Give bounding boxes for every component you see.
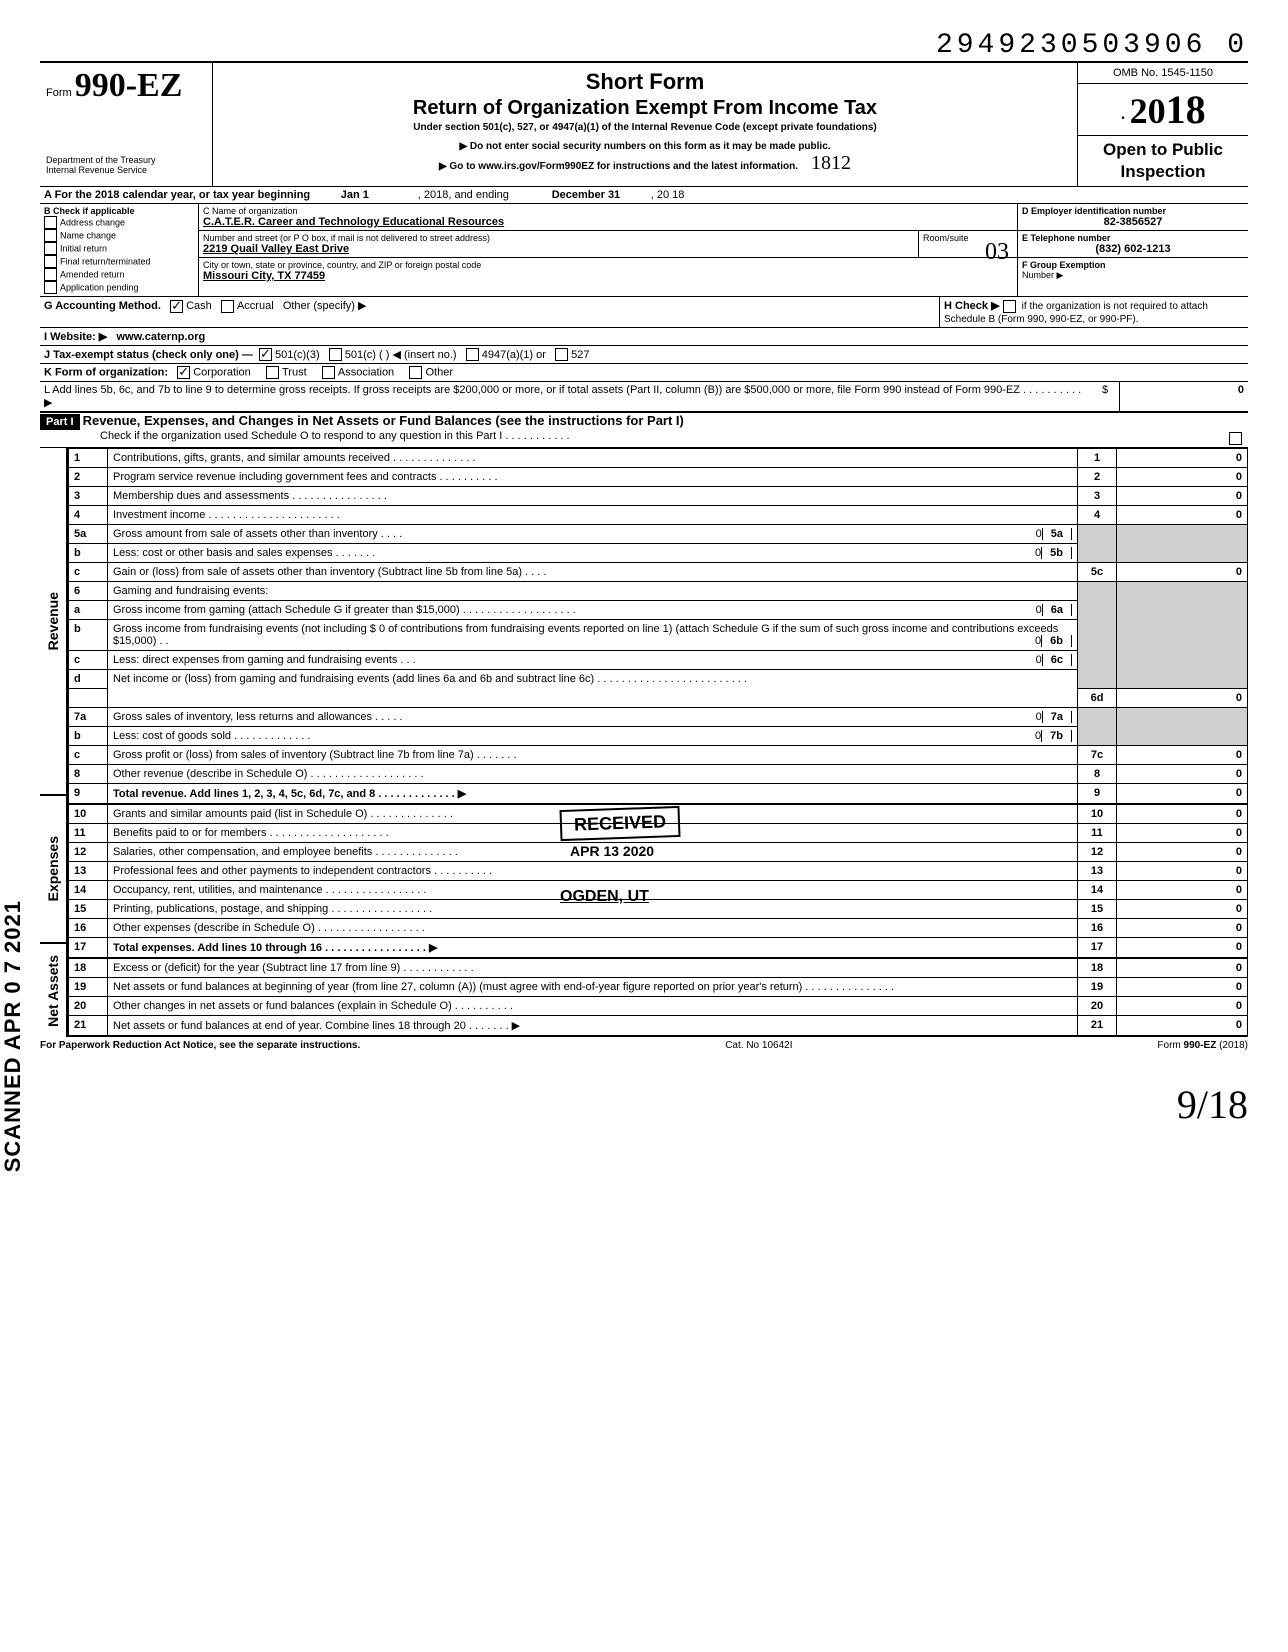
g-label: G Accounting Method. [44,300,161,312]
k-label: K Form of organization: [44,367,168,379]
j-d: 527 [571,349,589,361]
addr-label: Number and street (or P O box, if mail i… [203,233,914,243]
l-val: 0 [1238,384,1244,396]
check-corp[interactable] [177,366,190,379]
phone: (832) 602-1213 [1095,243,1170,255]
g-accrual: Accrual [237,300,274,312]
footer-mid: Cat. No 10642I [725,1040,792,1051]
form-number: 990-EZ [75,67,183,104]
line-a-end: December 31 [552,189,621,201]
e-label: E Telephone number [1022,233,1110,243]
k-d: Other [425,367,453,379]
line-a-begin: Jan 1 [341,189,369,201]
f-num: Number ▶ [1022,270,1244,281]
j-label: J Tax-exempt status (check only one) — [44,349,253,361]
check-501c[interactable] [329,348,342,361]
scanned-side-stamp: SCANNED APR 0 7 2021 [0,900,26,1172]
check-pending[interactable] [44,281,57,294]
check-assoc[interactable] [322,366,335,379]
opt-final: Final return/terminated [60,256,151,266]
i-label: I Website: ▶ [44,331,107,343]
line-a-yr: , 20 18 [651,189,685,201]
k-c: Association [338,367,394,379]
lines-table: 1Contributions, gifts, grants, and simil… [68,448,1248,1037]
b-label: B Check if applicable [44,206,135,216]
check-name-change[interactable] [44,229,57,242]
check-part1-o[interactable] [1229,432,1242,445]
city-label: City or town, state or province, country… [203,260,1013,270]
org-city: Missouri City, TX 77459 [203,270,325,282]
check-cash[interactable] [170,300,183,313]
g-other: Other (specify) ▶ [283,300,367,312]
opt-initial: Initial return [60,243,107,253]
handwritten-signature: 9/18 [40,1051,1248,1128]
stamp-ogden: OGDEN, UT [560,888,649,906]
org-name: C.A.T.E.R. Career and Technology Educati… [203,216,504,228]
ein: 82-3856527 [1104,216,1163,228]
g-cash: Cash [186,300,212,312]
k-b: Trust [282,367,307,379]
open-public-1: Open to Public [1078,136,1248,164]
j-b: 501(c) ( ) ◀ (insert no.) [345,349,457,361]
check-amended[interactable] [44,268,57,281]
check-trust[interactable] [266,366,279,379]
omb-number: OMB No. 1545-1150 [1078,63,1248,84]
note-url: ▶ Go to www.irs.gov/Form990EZ for instru… [439,161,798,172]
group-expenses: Expenses [45,836,61,901]
dept-treasury: Department of the Treasury [46,155,206,165]
group-netassets: Net Assets [45,955,61,1027]
opt-pending: Application pending [60,282,139,292]
check-accrual[interactable] [221,300,234,313]
line-a-mid: , 2018, and ending [418,189,509,201]
line-a: A For the 2018 calendar year, or tax yea… [40,187,1248,204]
l-txt: L Add lines 5b, 6c, and 7b to line 9 to … [44,384,1081,409]
title-main: Return of Organization Exempt From Incom… [221,97,1069,120]
note-ssn: ▶ Do not enter social security numbers o… [221,141,1069,152]
footer: For Paperwork Reduction Act Notice, see … [40,1037,1248,1051]
handwritten-code: 1812 [811,152,851,174]
check-initial[interactable] [44,242,57,255]
footer-right-pre: Form [1157,1040,1183,1051]
j-a: 501(c)(3) [275,349,320,361]
opt-address: Address change [60,217,125,227]
title-sub: Under section 501(c), 527, or 4947(a)(1)… [221,122,1069,133]
form-header: Form 990-EZ Department of the Treasury I… [40,61,1248,187]
check-final[interactable] [44,255,57,268]
f-label: F Group Exemption [1022,260,1106,270]
line-a-label: A For the 2018 calendar year, or tax yea… [44,189,310,201]
check-527[interactable] [555,348,568,361]
part1-check: Check if the organization used Schedule … [40,430,570,442]
room-hand: 03 [985,239,1009,266]
tax-year-yy: 18 [1166,87,1206,132]
opt-amended: Amended return [60,269,125,279]
footer-right: 990-EZ [1184,1040,1217,1051]
stamp-date: APR 13 2020 [570,843,654,859]
check-address-change[interactable] [44,216,57,229]
part1-title: Revenue, Expenses, and Changes in Net As… [83,413,684,428]
l-sym: $ [1091,382,1120,411]
check-4947[interactable] [466,348,479,361]
check-h[interactable] [1003,300,1016,313]
check-501c3[interactable] [259,348,272,361]
org-addr: 2219 Quail Valley East Drive [203,243,349,255]
opt-name: Name change [60,230,116,240]
footer-left: For Paperwork Reduction Act Notice, see … [40,1040,360,1051]
part1-bar: Part I [40,414,80,430]
open-public-2: Inspection [1078,158,1248,186]
form-prefix: Form [46,87,72,99]
d-label: D Employer identification number [1022,206,1166,216]
website: www.caternp.org [116,331,205,343]
j-c: 4947(a)(1) or [482,349,546,361]
tax-year-20: 20 [1130,91,1166,131]
dept-irs: Internal Revenue Service [46,165,206,175]
title-short: Short Form [221,69,1069,95]
c-label: C Name of organization [203,206,1013,216]
check-other-org[interactable] [409,366,422,379]
h-label: H Check ▶ [944,300,1000,312]
stamp-received: RECEIVED [559,806,680,841]
group-revenue: Revenue [45,592,61,650]
k-a: Corporation [193,367,250,379]
top-doc-number: 2949230503906 0 [40,30,1248,61]
